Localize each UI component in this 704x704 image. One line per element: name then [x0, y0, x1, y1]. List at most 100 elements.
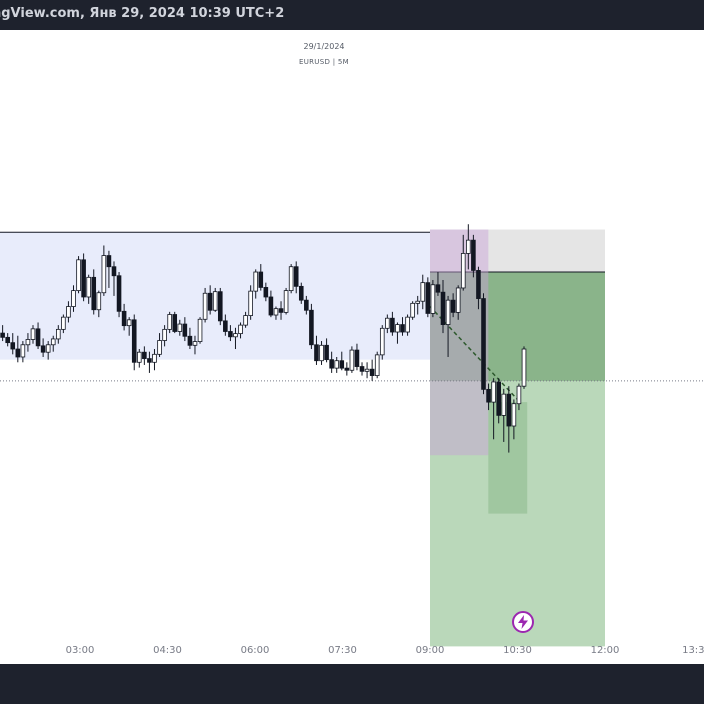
candle-body	[131, 319, 137, 363]
candle	[379, 325, 385, 360]
candle-body	[71, 290, 76, 307]
candle	[344, 362, 350, 376]
chart-area[interactable]	[0, 30, 704, 664]
candle-body	[248, 290, 253, 316]
top-bar: ngView.com, Янв 29, 2024 10:39 UTC+2	[0, 0, 704, 30]
candle-body	[314, 344, 319, 362]
chart-date-label: 29/1/2024	[303, 42, 345, 51]
candle	[40, 338, 46, 357]
candle	[212, 287, 218, 312]
candle	[471, 234, 476, 278]
candle	[91, 269, 97, 315]
candle-body	[258, 271, 264, 288]
candle-body	[66, 306, 71, 318]
candle	[435, 272, 441, 296]
candle-body	[217, 291, 223, 322]
candle	[410, 301, 415, 320]
candle	[450, 293, 456, 318]
candle	[5, 333, 10, 347]
candle	[516, 383, 522, 411]
candle	[45, 341, 51, 360]
candle	[319, 341, 324, 365]
candle-body	[339, 360, 345, 369]
candle-body	[334, 360, 340, 369]
candle	[66, 301, 71, 323]
candle	[223, 314, 228, 336]
candle	[476, 266, 481, 310]
candle-body	[455, 287, 461, 313]
candle-body	[233, 333, 238, 338]
candle-body	[400, 324, 405, 333]
x-tick-label: 10:30	[503, 645, 532, 656]
candle-body	[162, 328, 167, 341]
stop-loss-zone	[430, 229, 605, 273]
candle-body	[111, 266, 117, 277]
candle-body	[81, 259, 86, 298]
candle	[157, 333, 162, 357]
candle	[50, 335, 56, 352]
candle-body	[324, 344, 329, 361]
highlight-box	[430, 229, 489, 456]
candle-body	[329, 359, 334, 369]
candle-body	[86, 276, 91, 298]
candle-body	[521, 348, 527, 387]
candle-body	[15, 348, 21, 358]
candle	[309, 303, 314, 350]
candle	[202, 287, 208, 323]
candle-body	[126, 319, 132, 327]
candle	[167, 311, 172, 334]
candle-body	[309, 309, 314, 346]
candle	[420, 274, 426, 310]
candle	[288, 264, 294, 294]
lightning-icon[interactable]	[512, 611, 534, 633]
candle	[263, 282, 269, 302]
candle-body	[10, 342, 16, 350]
x-tick-label: 13:30	[682, 645, 704, 656]
candle-body	[50, 338, 56, 346]
x-tick-label: 03:00	[65, 645, 95, 656]
candle-body	[450, 299, 456, 313]
candle-body	[374, 354, 380, 376]
candle-body	[369, 368, 375, 376]
candle-body	[40, 345, 46, 353]
candle	[71, 285, 76, 312]
candle	[197, 317, 203, 344]
candle	[359, 362, 365, 376]
candle	[385, 314, 390, 334]
candle-body	[192, 341, 198, 346]
candle-body	[486, 388, 491, 403]
candle	[369, 359, 375, 381]
candle	[207, 285, 213, 315]
candle-body	[167, 314, 172, 330]
candle-body	[344, 367, 350, 371]
candle-body	[121, 310, 127, 327]
bottom-bar	[0, 664, 704, 704]
candle-body	[405, 316, 410, 333]
candle	[142, 346, 147, 365]
candle	[182, 317, 188, 342]
candle	[486, 383, 491, 411]
x-tick-label: 04:30	[153, 645, 182, 656]
candle	[15, 335, 21, 363]
candle-body	[349, 349, 355, 371]
candle	[111, 261, 117, 296]
candle	[248, 285, 253, 320]
x-tick-label: 12:00	[590, 645, 620, 656]
candle	[273, 306, 279, 320]
candle-body	[106, 255, 112, 268]
candle	[491, 378, 496, 440]
candle-body	[56, 328, 61, 340]
candle	[258, 264, 264, 291]
candle-body	[359, 366, 365, 372]
candle	[116, 272, 122, 318]
candle-body	[278, 308, 284, 313]
candle-body	[288, 266, 294, 292]
candles-layer	[0, 224, 527, 453]
candle	[126, 317, 132, 336]
candle-body	[496, 381, 501, 416]
candle-body	[379, 327, 385, 356]
candle	[278, 301, 284, 320]
candle-body	[268, 296, 274, 316]
candle	[187, 327, 193, 350]
candle	[172, 311, 178, 334]
